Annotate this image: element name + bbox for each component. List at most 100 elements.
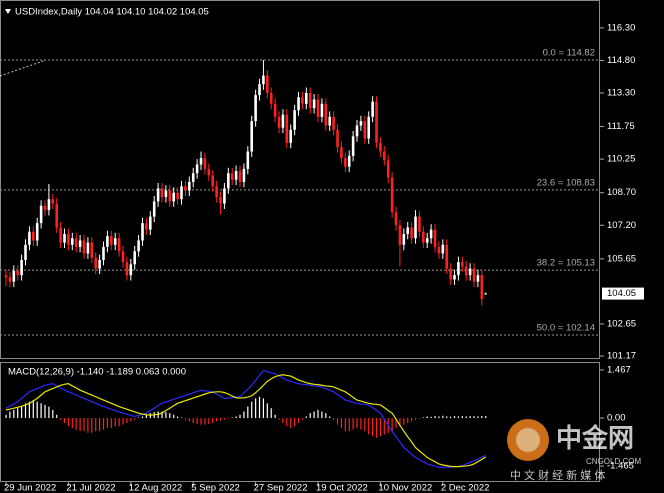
x-tick-label: 2 Dec 2022 [441, 483, 490, 493]
y-tick-label: 101.17 [607, 351, 636, 362]
candle-body [137, 240, 140, 252]
candle-body [106, 236, 109, 247]
candle-body [74, 238, 78, 247]
macd-title: MACD(12,26,9) -1.140 -1.189 0.063 0.000 [8, 367, 186, 378]
candle-body [238, 171, 242, 182]
y-tick-label: 110.25 [607, 154, 635, 165]
tagline: 中 文 财 经 新 媒 体 [510, 468, 605, 482]
candle-body [254, 95, 257, 122]
candle-body [195, 164, 199, 174]
y-tick-label: 108.70 [607, 187, 636, 198]
level-label: 50.0 = 102.14 [537, 323, 595, 334]
candle-body [59, 227, 62, 243]
candle-body [445, 244, 449, 269]
candle-body [176, 192, 179, 200]
candle-body [203, 158, 207, 169]
candle-body [398, 225, 402, 245]
candle-body [347, 155, 351, 167]
candle-body [113, 238, 117, 245]
candle-body [102, 246, 105, 260]
candle-body [63, 233, 66, 243]
candle-body [461, 262, 464, 267]
candle-body [308, 92, 312, 109]
candle-body [207, 168, 211, 176]
candle-body [367, 116, 371, 139]
candle-body [47, 199, 51, 211]
candle-body [156, 188, 160, 202]
candle-body [363, 121, 367, 139]
x-tick-label: 5 Sep 2022 [191, 483, 240, 493]
candle-body [410, 227, 413, 239]
candle-body [98, 259, 101, 269]
candle-body [234, 171, 238, 180]
candle-body [199, 158, 203, 165]
candle-body [449, 268, 452, 280]
candle-body [301, 97, 304, 104]
menu-triangle [5, 9, 11, 14]
candle-body [406, 227, 410, 234]
candle-body [258, 84, 261, 96]
candle-body [246, 151, 250, 169]
candle-body [250, 121, 254, 152]
candle-body [133, 251, 137, 265]
candle-body [305, 92, 308, 104]
candle-body [39, 205, 43, 224]
y-tick-label: 114.80 [607, 55, 635, 66]
candle-body [90, 242, 94, 258]
candle-body [464, 266, 468, 276]
candle-body [242, 168, 246, 182]
candle-body [390, 177, 394, 213]
x-tick-label: 10 Nov 2022 [378, 483, 432, 493]
candle-body [78, 240, 82, 247]
watermark: 中金网 CNGOLD.COM 中 文 财 经 新 媒 体 [507, 419, 641, 482]
candle-body [28, 231, 31, 245]
candle-body [223, 188, 226, 204]
candle-body [262, 75, 265, 85]
candle-body [383, 151, 386, 161]
macd-panel-frame [0, 362, 600, 482]
y-tick-label: 113.30 [607, 87, 635, 98]
candle-body [289, 129, 293, 143]
candle-body [4, 275, 8, 278]
candle-body [149, 216, 152, 230]
current-price: 104.05 [607, 288, 636, 299]
y-tick-label: 107.20 [607, 220, 636, 231]
candle-body [472, 268, 476, 282]
candle-body [379, 142, 382, 152]
signal-line [5, 374, 487, 468]
y-tick-label: -1.465 [607, 461, 634, 472]
candle-body [476, 275, 480, 282]
y-tick-label: 116.30 [607, 22, 635, 33]
candle-body [332, 116, 335, 130]
candle-body [168, 190, 172, 202]
macd-line [5, 369, 486, 468]
candle-body [164, 190, 168, 198]
candle-body [355, 125, 359, 137]
brand: 中金网 [556, 423, 634, 453]
candle-body [20, 259, 23, 276]
price-panel-frame [0, 0, 600, 359]
candle-body [86, 242, 90, 254]
candle-body [184, 186, 187, 191]
candle-body [371, 101, 374, 117]
candle-body [285, 114, 289, 143]
candle-body [312, 99, 316, 109]
candle-body [468, 268, 472, 276]
candle-body [359, 121, 363, 126]
x-tick-label: 19 Oct 2022 [316, 483, 368, 493]
candle-body [402, 233, 406, 245]
candle-body [24, 244, 27, 260]
level-label: 0.0 = 114.82 [543, 48, 595, 59]
logo-inner [516, 428, 540, 452]
candle-body [425, 238, 429, 243]
y-tick-label: 1.467 [607, 364, 631, 375]
candle-body [453, 275, 456, 280]
x-tick-label: 21 Jul 2022 [66, 483, 115, 493]
candle-body [16, 270, 20, 276]
candle-body [211, 175, 215, 187]
candle-body [336, 129, 339, 148]
candle-body [172, 192, 176, 202]
candle-body [437, 246, 441, 254]
candle-body [145, 223, 148, 230]
